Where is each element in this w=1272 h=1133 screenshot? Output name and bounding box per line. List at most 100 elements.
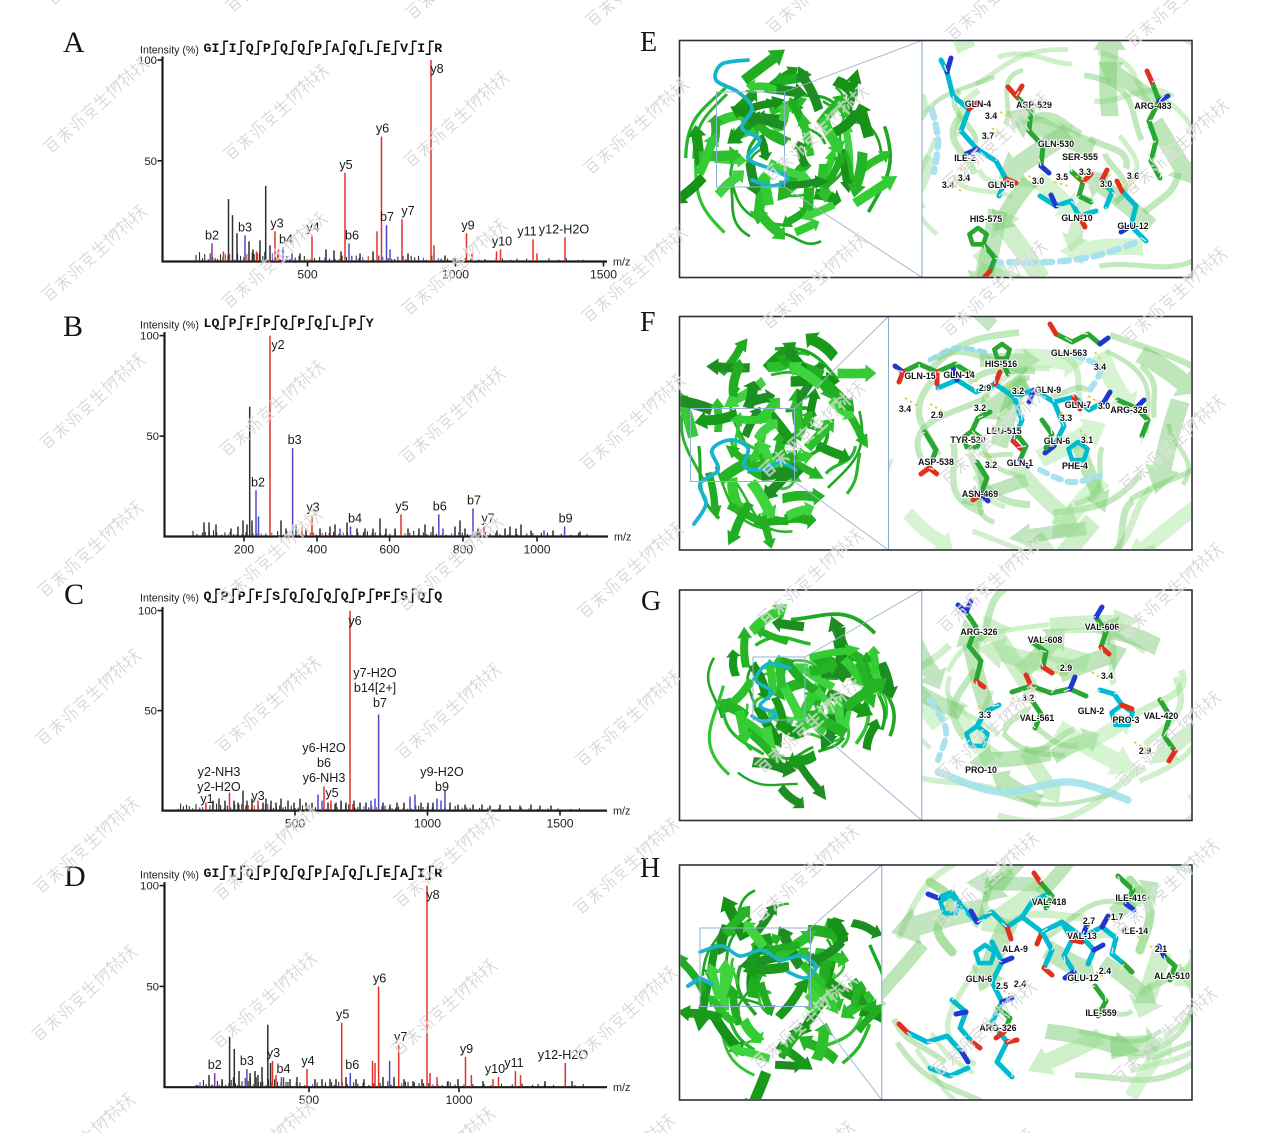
svg-text:P: P <box>297 316 305 331</box>
svg-text:P: P <box>314 866 322 881</box>
svg-text:I: I <box>229 866 237 881</box>
svg-text:m/z: m/z <box>613 257 630 269</box>
svg-text:ILE-559: ILE-559 <box>1085 1008 1116 1018</box>
svg-text:TYR-520: TYR-520 <box>950 435 985 445</box>
svg-text:m/z: m/z <box>614 532 631 544</box>
svg-text:VAL-561: VAL-561 <box>1020 713 1055 723</box>
svg-text:E: E <box>383 866 391 881</box>
svg-text:y2-NH3: y2-NH3 <box>198 765 241 779</box>
svg-text:1000: 1000 <box>445 1093 472 1107</box>
svg-text:VAL-418: VAL-418 <box>1032 897 1067 907</box>
svg-text:Q: Q <box>297 41 305 56</box>
svg-text:1500: 1500 <box>546 817 573 831</box>
svg-text:ASN-469: ASN-469 <box>962 489 998 499</box>
svg-text:b4: b4 <box>348 512 362 526</box>
svg-text:y7: y7 <box>401 204 414 218</box>
svg-text:H: H <box>640 853 660 884</box>
svg-text:1000: 1000 <box>523 543 550 557</box>
svg-text:ALA-510: ALA-510 <box>1154 971 1190 981</box>
svg-text:3.6: 3.6 <box>1127 171 1139 181</box>
svg-text:1.7: 1.7 <box>1111 912 1123 922</box>
svg-text:Intensity (%): Intensity (%) <box>140 870 199 882</box>
svg-text:P: P <box>229 316 237 331</box>
svg-text:G: G <box>641 586 661 617</box>
svg-text:y6-NH3: y6-NH3 <box>303 771 346 785</box>
svg-text:GLN-563: GLN-563 <box>1051 348 1087 358</box>
svg-text:D: D <box>64 860 86 893</box>
svg-text:GLN-6: GLN-6 <box>1044 436 1070 446</box>
svg-text:b2: b2 <box>208 1058 222 1072</box>
svg-text:Intensity (%): Intensity (%) <box>140 320 199 332</box>
svg-text:y7: y7 <box>394 1030 407 1044</box>
svg-text:P: P <box>358 589 366 604</box>
svg-text:R: R <box>434 866 442 881</box>
svg-text:y8: y8 <box>430 62 443 76</box>
svg-text:3.2: 3.2 <box>974 403 986 413</box>
svg-text:3.2: 3.2 <box>1022 693 1034 703</box>
svg-text:y11: y11 <box>504 1056 523 1070</box>
svg-text:y11: y11 <box>517 224 536 238</box>
svg-text:Q: Q <box>280 866 288 881</box>
svg-text:PRO-3: PRO-3 <box>1113 715 1140 725</box>
svg-text:50: 50 <box>146 431 159 443</box>
svg-text:ARG-483: ARG-483 <box>1134 101 1171 111</box>
svg-text:m/z: m/z <box>613 1082 630 1094</box>
svg-text:PF: PF <box>375 589 391 604</box>
svg-text:b4: b4 <box>276 1062 290 1076</box>
svg-text:B: B <box>63 310 83 343</box>
svg-text:GLN-10: GLN-10 <box>1061 213 1092 223</box>
svg-text:3.4: 3.4 <box>942 180 954 190</box>
svg-text:3.3: 3.3 <box>979 710 991 720</box>
svg-text:A: A <box>332 866 340 881</box>
svg-text:100: 100 <box>138 606 157 618</box>
svg-text:E: E <box>383 41 391 56</box>
svg-text:P: P <box>349 316 357 331</box>
svg-text:2.4: 2.4 <box>1014 979 1026 989</box>
svg-text:I: I <box>417 41 425 56</box>
svg-text:ILE-2: ILE-2 <box>954 153 976 163</box>
svg-text:HIS-516: HIS-516 <box>985 359 1017 369</box>
svg-text:3.7: 3.7 <box>982 131 994 141</box>
svg-text:b14[2+]: b14[2+] <box>354 681 396 695</box>
svg-text:b2: b2 <box>205 228 219 242</box>
svg-text:y3: y3 <box>306 500 319 514</box>
svg-text:y2-H2O: y2-H2O <box>197 780 241 794</box>
svg-text:y8: y8 <box>426 888 439 902</box>
svg-text:GLN-7: GLN-7 <box>1065 400 1091 410</box>
svg-text:3.1: 3.1 <box>1081 435 1093 445</box>
svg-text:m/z: m/z <box>613 806 630 818</box>
svg-text:y6-H2O: y6-H2O <box>302 741 346 755</box>
svg-text:50: 50 <box>144 156 157 168</box>
svg-text:Q: Q <box>341 589 349 604</box>
svg-text:GLN-9: GLN-9 <box>1035 385 1061 395</box>
svg-text:P: P <box>221 589 229 604</box>
svg-text:b6: b6 <box>345 1058 359 1072</box>
svg-text:y1: y1 <box>200 792 213 806</box>
svg-text:GLU-12: GLU-12 <box>1117 221 1148 231</box>
svg-text:800: 800 <box>453 543 474 557</box>
svg-text:F: F <box>255 589 263 604</box>
svg-text:y7-H2O: y7-H2O <box>353 666 397 680</box>
svg-text:100: 100 <box>138 55 157 67</box>
svg-text:3.4: 3.4 <box>899 404 911 414</box>
svg-text:2.5: 2.5 <box>996 981 1008 991</box>
svg-text:P: P <box>263 866 271 881</box>
svg-text:b6: b6 <box>433 499 447 513</box>
svg-text:V: V <box>400 41 408 56</box>
svg-text:3.3: 3.3 <box>1079 167 1091 177</box>
svg-text:Q: Q <box>280 316 288 331</box>
svg-text:b3: b3 <box>288 433 302 447</box>
svg-text:ARG-326: ARG-326 <box>1110 405 1147 415</box>
svg-text:P: P <box>263 41 271 56</box>
svg-text:L: L <box>366 866 374 881</box>
svg-text:1000: 1000 <box>442 268 469 282</box>
svg-text:GI: GI <box>204 41 220 56</box>
svg-text:2.9: 2.9 <box>979 383 991 393</box>
svg-text:E: E <box>640 27 657 58</box>
svg-text:ARG-326: ARG-326 <box>979 1023 1016 1033</box>
svg-text:3.4: 3.4 <box>1094 362 1106 372</box>
svg-text:P: P <box>263 316 271 331</box>
svg-text:b9: b9 <box>559 512 573 526</box>
svg-text:ILE-416: ILE-416 <box>1115 893 1146 903</box>
svg-text:y5: y5 <box>339 158 352 172</box>
